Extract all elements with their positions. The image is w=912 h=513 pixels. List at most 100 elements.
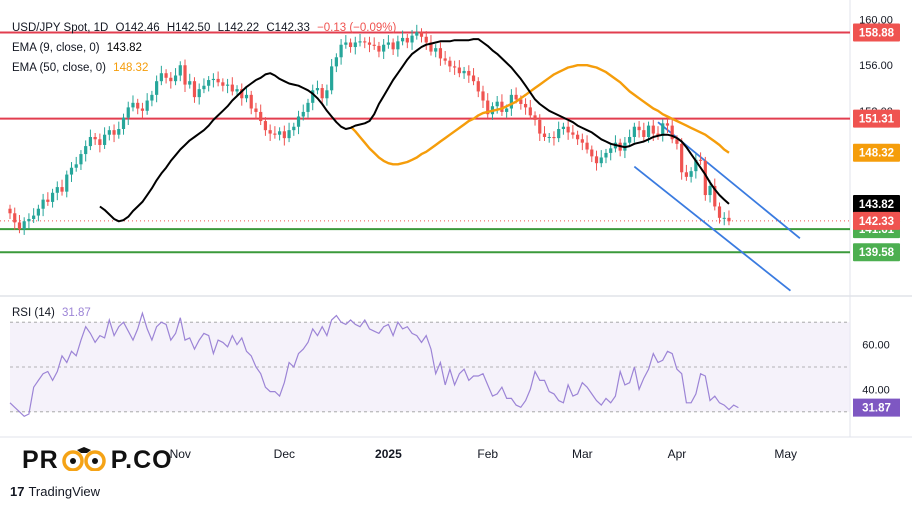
candle-body <box>410 35 414 43</box>
time-axis-label: Apr <box>668 447 687 461</box>
candle-body <box>221 82 225 86</box>
candle-body <box>334 57 338 67</box>
symbol-label: USD/JPY Spot, 1D <box>12 22 109 34</box>
candle-body <box>429 42 433 52</box>
tradingview-logo-icon: 17 <box>10 484 25 499</box>
candle-body <box>140 108 145 111</box>
candle-body <box>642 130 646 137</box>
level-price-tag-bg <box>853 243 900 262</box>
candle-body <box>249 94 253 109</box>
candle-body <box>713 185 717 207</box>
rsi-tick-label: 40.00 <box>862 384 890 396</box>
logo-text-right: P.CO <box>110 446 173 474</box>
candle-body <box>273 133 277 135</box>
candle-body <box>486 100 490 115</box>
level-price-tag: 158.88 <box>859 27 895 39</box>
candle-body <box>225 84 230 86</box>
candle-body <box>367 42 372 45</box>
candle-body <box>192 81 197 98</box>
candle-body <box>55 187 59 193</box>
candle-body <box>523 103 528 108</box>
time-axis-label: Mar <box>572 447 593 461</box>
candle-body <box>79 154 83 165</box>
candle-body <box>244 94 249 99</box>
candle-body <box>183 65 187 85</box>
candle-body <box>363 41 367 43</box>
candle-body <box>136 102 140 109</box>
candle-body <box>528 107 532 116</box>
candle-body <box>471 75 476 82</box>
candle-body <box>727 217 731 222</box>
level-price-tag: 139.58 <box>859 247 895 259</box>
owl-eyes-icon <box>59 446 111 475</box>
candle-body <box>680 143 684 173</box>
candle-body <box>145 100 149 111</box>
candle-body <box>178 65 182 76</box>
ema50-legend: EMA (50, close, 0) 148.32 <box>12 61 152 75</box>
candle-body <box>505 108 509 112</box>
candle-body <box>282 131 286 139</box>
candle-body <box>211 78 215 81</box>
ema50-label: EMA (50, close, 0) <box>12 62 106 74</box>
candle-body <box>330 66 334 91</box>
candle-body <box>69 167 74 175</box>
candle-body <box>661 123 665 136</box>
candle-body <box>207 80 211 86</box>
candle-body <box>93 136 97 140</box>
candle-body <box>131 102 135 108</box>
candle-body <box>150 94 154 101</box>
candle-body <box>415 32 419 36</box>
candle-body <box>84 146 88 155</box>
candle-body <box>254 108 258 112</box>
candle-body <box>646 125 651 137</box>
ema9-price-tag: 143.82 <box>859 199 894 211</box>
rsi-legend: RSI (14) 31.87 <box>12 306 95 320</box>
ohlc-low: L142.22 <box>217 22 260 34</box>
candle-body <box>22 221 26 230</box>
level-price-tag: 151.31 <box>859 114 895 126</box>
candle-body <box>292 126 296 131</box>
candle-body <box>599 157 603 164</box>
candle-body <box>353 42 357 48</box>
candle-body <box>514 94 518 100</box>
candle-body <box>689 171 693 177</box>
candle-body <box>694 159 698 172</box>
candle-body <box>576 134 580 140</box>
candle-body <box>169 77 173 82</box>
candle-body <box>703 160 707 196</box>
candle-body <box>197 89 201 98</box>
candle-body <box>419 32 424 37</box>
candle-body <box>571 132 575 135</box>
watermark-logo: PR P.CO <box>22 446 173 475</box>
candle-body <box>566 126 570 133</box>
candle-body <box>675 139 679 144</box>
tradingview-label: TradingView <box>28 484 101 499</box>
candle-body <box>60 187 64 192</box>
candle-body <box>8 208 12 214</box>
candle-body <box>32 215 36 219</box>
candle-body <box>585 142 589 150</box>
candle-body <box>377 45 381 52</box>
ema9-label: EMA (9, close, 0) <box>12 42 100 54</box>
tradingview-brand[interactable]: 17 TradingView <box>10 484 100 499</box>
candle-body <box>296 116 301 127</box>
candle-body <box>400 37 405 42</box>
candle-body <box>495 101 499 107</box>
ema50-value: 148.32 <box>113 62 149 74</box>
rsi-line <box>9 311 739 418</box>
candle-body <box>74 164 78 168</box>
candle-body <box>339 44 343 58</box>
candle-body <box>684 172 688 177</box>
ema50-price-tag: 148.32 <box>859 148 894 160</box>
candle-body <box>722 217 726 219</box>
time-axis-label: Nov <box>170 447 191 461</box>
candle-body <box>240 89 244 99</box>
candle-body <box>462 70 466 74</box>
chart-header-line1: USD/JPY Spot, 1D O142.46 H142.50 L142.22… <box>12 21 400 35</box>
candle-body <box>173 75 178 82</box>
candle-body <box>372 44 376 46</box>
logo-text-left: PR <box>22 446 59 474</box>
rsi-value: 31.87 <box>62 307 91 319</box>
candle-body <box>708 185 712 196</box>
